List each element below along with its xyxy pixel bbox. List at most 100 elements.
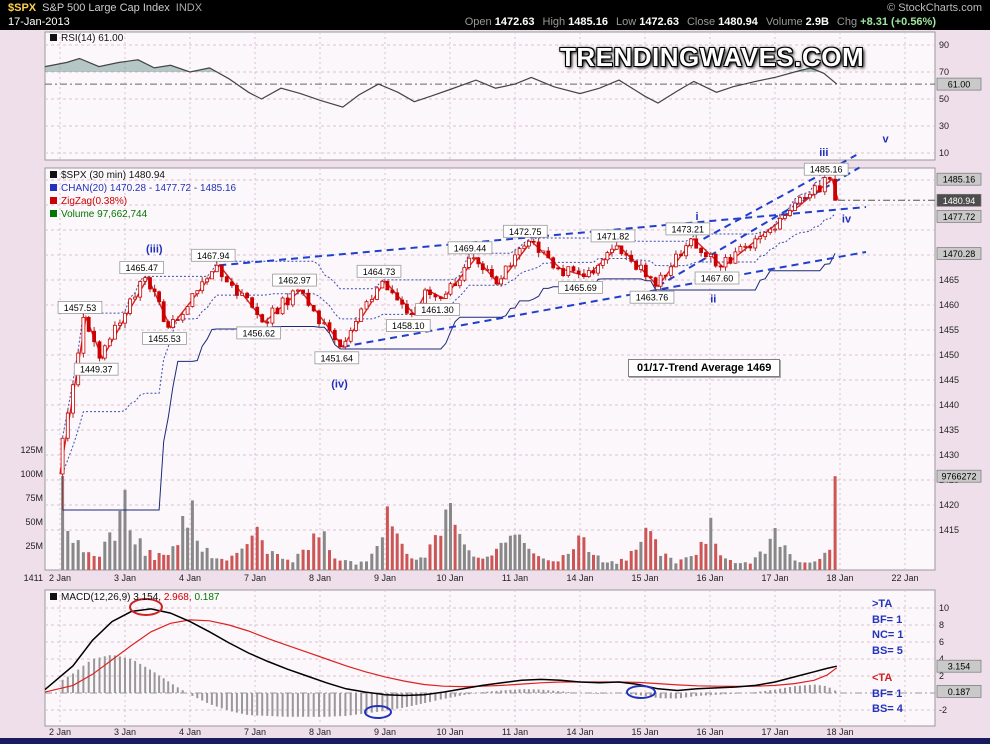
svg-text:1467.60: 1467.60	[701, 274, 734, 284]
price-legend-symbol: $SPX (30 min) 1480.94	[50, 170, 236, 183]
axis-tick-label: 30	[939, 121, 949, 131]
axis-labels: 907050301061.001415142014251430143514401…	[20, 40, 982, 737]
highlight-ellipse	[364, 705, 392, 719]
axis-tick-label: 9 Jan	[374, 727, 396, 737]
watermark: TRENDINGWAVES.COM	[560, 42, 865, 72]
axis-tick-label: 6	[939, 637, 944, 647]
header-title-row: $SPX S&P 500 Large Cap Index INDX © StockC…	[8, 2, 984, 15]
price-legend-zigzag-text: ZigZag(0.38%)	[61, 196, 128, 207]
svg-text:iii: iii	[819, 147, 828, 159]
exchange: INDX	[175, 2, 203, 14]
chart-date: 17-Jan-2013	[8, 16, 70, 28]
rsi-panel	[44, 31, 936, 161]
rsi-legend-text: RSI(14) 61.00	[61, 33, 124, 44]
symbol-swatch-icon	[50, 171, 57, 178]
svg-text:i: i	[695, 211, 698, 223]
axis-tick-label: 16 Jan	[696, 727, 723, 737]
svg-text:1471.82: 1471.82	[597, 231, 630, 241]
price-legend-zigzag: ZigZag(0.38%)	[50, 196, 236, 209]
axis-value-box	[936, 685, 982, 698]
svg-text:1458.10: 1458.10	[392, 321, 425, 331]
axis-value-box	[936, 172, 982, 186]
pivot-label-box	[356, 264, 402, 278]
symbol: $SPX	[8, 2, 37, 14]
axis-tick-label: 1485.16	[943, 175, 976, 185]
pivot-label-box	[314, 351, 360, 365]
macd-legend: MACD(12,26,9) 3.154, 2.968, 0.187	[50, 592, 219, 603]
axis-tick-label: 15 Jan	[631, 727, 658, 737]
axis-tick-label: 70	[939, 67, 949, 77]
price-legend-symbol-text: $SPX (30 min) 1480.94	[61, 170, 165, 181]
axis-tick-label: 14 Jan	[566, 573, 593, 583]
pivot-label-box	[590, 229, 636, 243]
macd-legend-label: MACD(12,26,9)	[61, 592, 131, 603]
quote-label: Volume	[765, 16, 803, 28]
quote-value: +8.31 (+0.56%)	[857, 16, 936, 28]
pivot-label-box	[57, 300, 103, 314]
svg-text:1464.73: 1464.73	[363, 267, 396, 277]
ta-annotation-line: BF= 1	[872, 687, 903, 700]
svg-text:1462.97: 1462.97	[278, 276, 311, 286]
axis-value-box	[936, 77, 982, 91]
axis-value-box	[936, 210, 982, 223]
axis-tick-label: 9766272	[941, 472, 976, 482]
axis-tick-label: 2 Jan	[49, 573, 71, 583]
pivot-label-box	[272, 273, 317, 287]
axis-tick-label: 50M	[25, 517, 43, 527]
axis-tick-label: 8	[939, 620, 944, 630]
axis-tick-label: 10	[939, 603, 949, 613]
axis-tick-label: 10	[939, 148, 949, 158]
macd-panel	[44, 589, 936, 727]
axis-tick-label: 4	[939, 654, 944, 664]
svg-text:1455.53: 1455.53	[148, 334, 181, 344]
axis-tick-label: 1465	[939, 275, 959, 285]
pivot-label-box	[502, 224, 548, 238]
axis-value-box	[936, 193, 982, 207]
ta-annotation-line: NC= 1	[872, 629, 904, 641]
volume-swatch-icon	[50, 210, 57, 217]
svg-text:1457.53: 1457.53	[64, 303, 97, 313]
axis-tick-label: 9 Jan	[374, 573, 396, 583]
axis-tick-label: 25M	[25, 541, 43, 551]
svg-text:1469.44: 1469.44	[454, 243, 487, 253]
svg-text:1451.64: 1451.64	[321, 353, 354, 363]
axis-tick-label: 1445	[939, 375, 959, 385]
svg-text:1465.47: 1465.47	[126, 263, 159, 273]
svg-text:1449.37: 1449.37	[80, 365, 113, 375]
ta-annotation-line: >TA	[872, 598, 893, 610]
svg-text:1461.30: 1461.30	[421, 305, 454, 315]
macd-value: 3.154,	[133, 592, 162, 603]
axis-tick-label: 16 Jan	[696, 573, 723, 583]
axis-tick-label: 18 Jan	[826, 573, 853, 583]
axis-tick-label: 1455	[939, 325, 959, 335]
axis-tick-label: 17 Jan	[761, 573, 788, 583]
ta-annotation-line: BF= 1	[872, 613, 903, 626]
svg-text:1467.94: 1467.94	[197, 251, 230, 261]
zigzag-swatch-icon	[50, 197, 57, 204]
axis-tick-label: 11 Jan	[502, 727, 528, 737]
channel-swatch-icon	[50, 184, 57, 191]
svg-text:iv: iv	[842, 214, 852, 226]
svg-text:(iii): (iii)	[146, 244, 163, 256]
axis-tick-label: 1430	[939, 450, 959, 460]
axis-tick-label: 50	[939, 94, 949, 104]
ta-upper-annotation: >TA BF= 1 NC= 1 BS= 5	[872, 597, 904, 659]
axis-tick-label: 11 Jan	[502, 573, 528, 583]
svg-text:1472.75: 1472.75	[509, 227, 542, 237]
price-legend-channel: CHAN(20) 1470.28 - 1477.72 - 1485.16	[50, 183, 236, 196]
pivot-label-box	[119, 261, 165, 275]
header: $SPX S&P 500 Large Cap Index INDX © StockC…	[0, 0, 990, 30]
quote-label: Low	[615, 16, 637, 28]
axis-tick-label: 3.154	[948, 662, 971, 672]
axis-tick-label: 1411	[24, 573, 43, 583]
candles	[60, 174, 837, 510]
pivot-label-box	[73, 362, 119, 376]
axis-tick-label: 4 Jan	[179, 573, 201, 583]
axis-tick-label: 1470.28	[943, 249, 976, 259]
axis-tick-label: 2 Jan	[49, 727, 71, 737]
svg-text:1485.16: 1485.16	[810, 165, 843, 175]
axis-value-box	[936, 469, 982, 483]
axis-tick-label: 18 Jan	[826, 727, 853, 737]
axis-tick-label: 1477.72	[943, 212, 976, 222]
price-channel	[62, 173, 836, 511]
